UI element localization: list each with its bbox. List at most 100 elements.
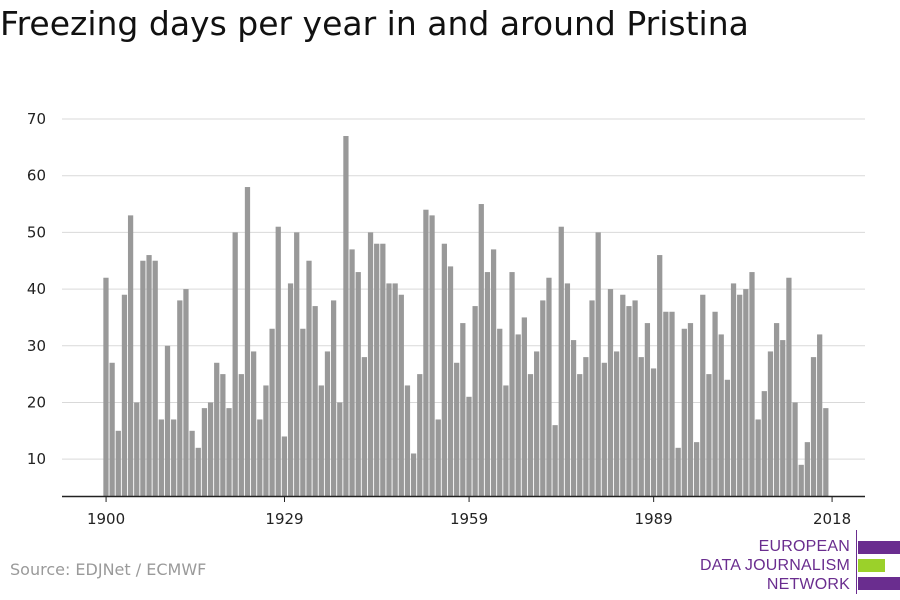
bar-1960: [472, 306, 478, 496]
bar-1992: [669, 311, 675, 496]
source-note: Source: EDJNet / ECMWF: [10, 560, 207, 579]
bar-2013: [798, 464, 804, 496]
bar-1981: [601, 362, 607, 496]
bar-2006: [755, 419, 761, 496]
bar-2003: [737, 294, 743, 496]
x-tick-label-1959: 1959: [450, 510, 488, 528]
chart-title: Freezing days per year in and around Pri…: [0, 4, 749, 43]
bar-1918: [214, 362, 220, 496]
bar-1939: [343, 136, 349, 497]
bar-1975: [564, 283, 571, 496]
bar-1985: [626, 306, 632, 496]
bar-1917: [207, 402, 214, 496]
bar-1958: [460, 323, 466, 496]
bar-1925: [257, 419, 263, 496]
bar-1952: [423, 209, 429, 496]
bar-1966: [509, 272, 515, 496]
bar-1931: [294, 232, 300, 496]
logo-line-2: DATA JOURNALISM: [700, 557, 850, 574]
logo-divider: [856, 530, 857, 594]
bar-1914: [189, 430, 195, 496]
bar-1967: [515, 334, 521, 496]
x-tick-label-1989: 1989: [635, 510, 673, 528]
bar-1945: [380, 243, 386, 496]
bars: [103, 136, 829, 497]
bar-1968: [521, 317, 527, 496]
y-axis-ticks: 10 20 30 40 50 60 70: [27, 110, 46, 468]
bar-2017: [823, 408, 829, 496]
y-tick-label-60: 60: [27, 167, 46, 185]
bar-1911: [171, 419, 177, 496]
bar-1902: [115, 430, 121, 496]
bar-1957: [454, 362, 460, 496]
bar-2015: [810, 357, 817, 496]
bar-2011: [786, 277, 792, 496]
logo-line-3: NETWORK: [766, 576, 850, 593]
bar-1922: [238, 374, 244, 496]
bar-1938: [337, 402, 343, 496]
bar-1962: [484, 272, 491, 496]
bar-1994: [681, 328, 687, 496]
bar-1926: [263, 385, 269, 496]
bar-1999: [712, 311, 718, 496]
bar-1951: [417, 374, 423, 496]
x-tick-label-1900: 1900: [87, 510, 125, 528]
bar-1969: [527, 374, 534, 496]
bar-1963: [490, 249, 497, 496]
bar-1924: [251, 351, 257, 496]
y-tick-label-50: 50: [27, 223, 46, 241]
bar-2002: [730, 283, 737, 496]
y-tick-label-70: 70: [27, 110, 46, 128]
bar-1907: [146, 255, 152, 496]
bar-1903: [121, 294, 128, 496]
bar-1913: [183, 289, 189, 496]
bar-1976: [570, 340, 577, 496]
bar-1996: [693, 442, 700, 496]
bar-1906: [140, 260, 146, 496]
bar-1988: [644, 323, 651, 496]
bar-1944: [374, 243, 380, 496]
x-tick-label-1929: 1929: [265, 510, 303, 528]
x-axis: 1900 1929 1959 1989 2018: [62, 495, 865, 528]
bar-1978: [583, 357, 589, 496]
bar-1965: [503, 385, 509, 496]
bar-1987: [638, 357, 644, 496]
logo-bar-purple-top: [858, 541, 900, 554]
bar-2000: [718, 334, 724, 496]
bar-2014: [804, 442, 810, 496]
bar-1934: [312, 306, 318, 496]
bar-2005: [749, 272, 755, 496]
bar-1929: [281, 436, 288, 496]
bar-1947: [392, 283, 398, 496]
bar-1916: [201, 408, 208, 496]
bar-1998: [706, 374, 712, 496]
bar-1982: [607, 289, 614, 496]
bar-1991: [663, 311, 669, 496]
bar-1986: [632, 300, 638, 496]
bar-1912: [177, 300, 183, 496]
bar-2007: [761, 391, 767, 496]
bar-1964: [497, 328, 503, 496]
bar-1953: [429, 215, 435, 496]
bar-1959: [466, 396, 472, 496]
bar-2010: [780, 340, 786, 496]
bar-2012: [792, 402, 798, 496]
bar-1995: [687, 323, 694, 496]
bar-1950: [410, 453, 417, 496]
edjnet-logo: EUROPEAN DATA JOURNALISM NETWORK: [700, 530, 900, 596]
bar-1933: [306, 260, 312, 496]
y-tick-label-30: 30: [27, 337, 46, 355]
bar-1905: [134, 402, 140, 496]
bar-1984: [620, 294, 626, 496]
bar-1948: [398, 294, 404, 496]
logo-line-1: EUROPEAN: [758, 538, 850, 555]
bar-1983: [614, 351, 620, 496]
bar-1932: [300, 328, 306, 496]
bar-1923: [244, 187, 251, 496]
bar-1970: [534, 351, 540, 496]
bar-1972: [546, 277, 552, 496]
bar-1954: [435, 419, 441, 496]
bar-1930: [287, 283, 294, 496]
bar-1919: [220, 374, 226, 496]
bar-1973: [552, 425, 558, 496]
